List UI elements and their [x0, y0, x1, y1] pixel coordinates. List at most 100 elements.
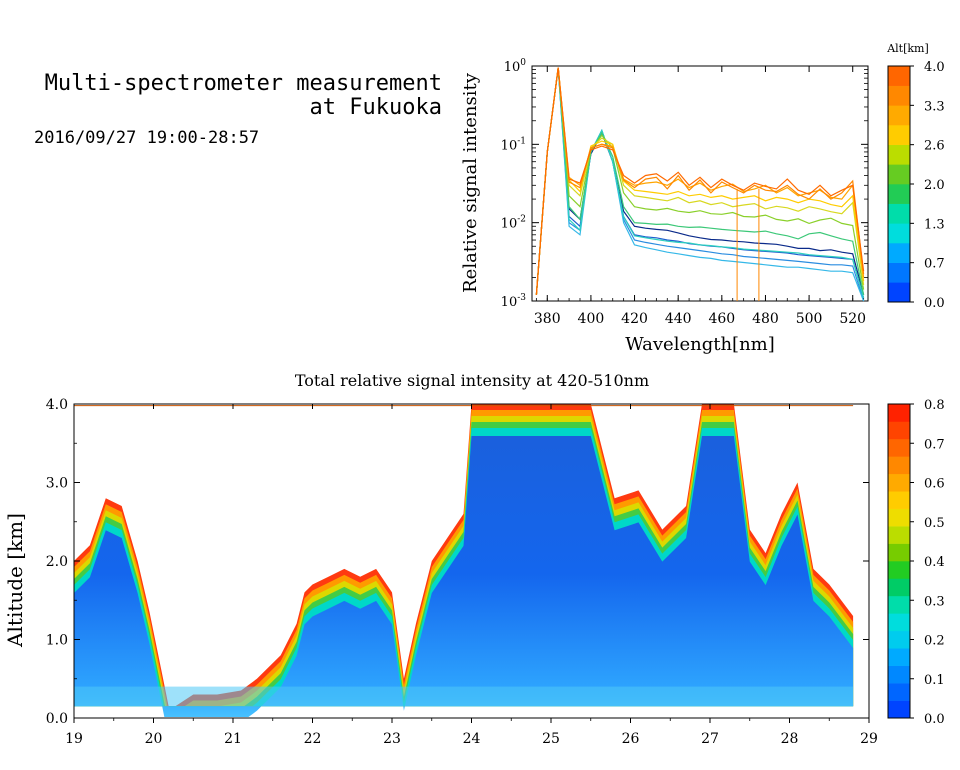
heatmap-x-tick-label: 22 [304, 731, 322, 747]
intensity-colorbar-tick-label: 0.1 [924, 673, 945, 688]
heatmap-cloud-regions [74, 404, 854, 717]
intensity-colorbar-tick-labels: 0.8 0.7 0.6 0.5 0.4 0.3 0.2 0.1 0.0 [910, 398, 945, 727]
intensity-colorbar-tick-label: 0.4 [924, 555, 945, 570]
intensity-colorbar-cell [888, 404, 910, 422]
spectrum-y-label: Relative signal intensity [460, 72, 481, 293]
spectrum-y-tick-base: 10 [501, 217, 518, 232]
spectrum-y-tick-label: 10-2 [501, 215, 526, 232]
heatmap-x-tick-labels: 19 20 21 22 23 24 25 26 27 28 29 [65, 731, 878, 747]
altitude-colorbar-cell [888, 66, 910, 86]
spectrum-x-tick-label: 440 [665, 311, 692, 327]
intensity-colorbar-tick-label: 0.2 [924, 634, 945, 649]
heatmap-chart: Total relative signal intensity at 420-5… [3, 371, 878, 747]
intensity-colorbar-tick-label: 0.7 [924, 437, 945, 452]
intensity-colorbar: 0.8 0.7 0.6 0.5 0.4 0.3 0.2 0.1 0.0 [887, 398, 945, 727]
intensity-colorbar-cell [888, 543, 910, 562]
heatmap-surface-layer [74, 686, 854, 707]
title-line-1: Multi-spectrometer measurement [44, 71, 442, 96]
intensity-colorbar-tick-label: 0.8 [924, 398, 945, 413]
heatmap-x-tick-label: 23 [383, 731, 401, 747]
spectrum-x-tick-label: 420 [621, 311, 648, 327]
intensity-colorbar-cell [888, 438, 910, 457]
spectrum-x-tick-label: 500 [796, 311, 823, 327]
spectrum-x-tick-label: 480 [752, 311, 779, 327]
spectrum-series-group [535, 67, 865, 302]
altitude-colorbar-cell [888, 262, 910, 283]
spectrum-x-label: Wavelength[nm] [625, 334, 775, 355]
altitude-colorbar-cell [888, 243, 910, 263]
heatmap-y-tick-labels: 0.0 1.0 2.0 3.0 4.0 [46, 397, 68, 727]
spectrum-y-tick-exp: -1 [517, 136, 526, 146]
spectrum-x-tick-label: 400 [578, 311, 605, 327]
altitude-colorbar-cell [888, 184, 910, 204]
intensity-colorbar-cells [888, 404, 910, 719]
heatmap-y-tick-label: 0.0 [46, 711, 68, 727]
altitude-colorbar-cells [888, 66, 910, 303]
spectrum-y-tick-label: 10-3 [501, 293, 527, 310]
heatmap-y-label: Altitude [km] [3, 513, 27, 648]
heatmap-x-tick-label: 25 [542, 731, 560, 747]
spectrum-series-line [535, 67, 865, 295]
altitude-colorbar-tick-label: 0.7 [924, 257, 945, 272]
intensity-colorbar-cell [888, 473, 910, 492]
altitude-colorbar-tick-label: 1.3 [924, 217, 945, 232]
heatmap-x-tick-label: 21 [224, 731, 242, 747]
intensity-colorbar-cell [888, 595, 910, 614]
spectrum-y-tick-base: 10 [504, 60, 521, 75]
spectrum-y-tick-exp: -2 [517, 215, 526, 225]
intensity-colorbar-cell [888, 491, 910, 509]
altitude-colorbar-cell [888, 125, 910, 145]
intensity-colorbar-cell [888, 683, 910, 701]
altitude-colorbar-tick-labels: 4.0 3.3 2.6 2.0 1.3 0.7 0.0 [910, 60, 945, 311]
title-line-2: at Fukuoka [309, 95, 442, 120]
heatmap-x-tick-label: 28 [781, 731, 799, 747]
heatmap-y-tick-label: 3.0 [46, 476, 68, 492]
heatmap-x-tick-label: 24 [463, 731, 481, 747]
intensity-colorbar-cell [888, 456, 910, 475]
spectrum-ticks [532, 65, 868, 302]
spectrum-series-line [535, 67, 865, 295]
altitude-colorbar-tick-label: 3.3 [924, 99, 945, 114]
intensity-colorbar-cell [888, 630, 910, 649]
spectrum-y-tick-exp: 0 [520, 58, 526, 68]
intensity-colorbar-cell [888, 648, 910, 666]
intensity-colorbar-cell [888, 613, 910, 632]
intensity-colorbar-cell [888, 526, 910, 544]
altitude-colorbar-tick-label: 2.0 [924, 178, 945, 193]
intensity-colorbar-cell [888, 508, 910, 527]
spectrum-y-tick-label: 10-1 [501, 136, 526, 153]
altitude-colorbar-cell [888, 144, 910, 165]
intensity-colorbar-cell [888, 561, 910, 579]
intensity-colorbar-cell [888, 578, 910, 597]
heatmap-x-tick-label: 20 [145, 731, 163, 747]
altitude-colorbar-cell [888, 223, 910, 244]
altitude-colorbar-tick-label: 2.6 [924, 139, 945, 154]
intensity-colorbar-tick-label: 0.5 [924, 516, 945, 531]
altitude-colorbar-cell [888, 105, 910, 126]
heatmap-cloud-body [74, 436, 854, 717]
intensity-colorbar-cell [888, 700, 910, 719]
altitude-colorbar-cell [888, 85, 910, 106]
spectrum-x-tick-labels: 380 400 420 440 460 480 500 520 [534, 311, 866, 327]
heatmap-ticks [73, 403, 870, 723]
heatmap-y-tick-label: 1.0 [46, 633, 68, 649]
altitude-colorbar-tick-label: 0.0 [924, 296, 945, 311]
date-range: 2016/09/27 19:00-28:57 [34, 128, 260, 148]
altitude-colorbar-cell [888, 282, 910, 303]
heatmap-x-tick-label: 29 [860, 731, 878, 747]
spectrum-x-tick-label: 380 [534, 311, 561, 327]
spectrum-y-tick-base: 10 [501, 295, 518, 310]
intensity-colorbar-cell [888, 665, 910, 684]
spectrum-series-line [535, 67, 865, 295]
spectrum-x-tick-label: 460 [708, 311, 735, 327]
intensity-colorbar-tick-label: 0.3 [924, 594, 945, 609]
heatmap-y-tick-label: 2.0 [46, 554, 68, 570]
spectrum-x-tick-label: 520 [839, 311, 866, 327]
figure-title: Multi-spectrometer measurement at Fukuok… [10, 72, 442, 120]
heatmap-title: Total relative signal intensity at 420-5… [295, 371, 649, 390]
altitude-colorbar: Alt[km] 4.0 3.3 2.6 2.0 1.3 0.7 0.0 [886, 42, 944, 311]
altitude-colorbar-cell [888, 164, 910, 185]
altitude-colorbar-cell [888, 203, 910, 224]
